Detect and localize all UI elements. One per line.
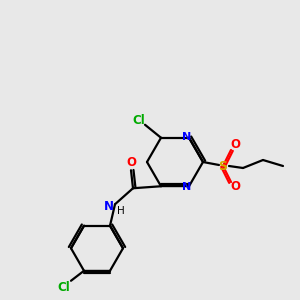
Text: N: N (182, 132, 192, 142)
Text: O: O (230, 139, 240, 152)
Text: N: N (104, 200, 114, 213)
Text: S: S (218, 160, 227, 172)
Text: Cl: Cl (133, 114, 146, 127)
Text: O: O (230, 181, 240, 194)
Text: Cl: Cl (58, 281, 70, 294)
Text: H: H (117, 206, 125, 216)
Text: O: O (126, 156, 136, 169)
Text: N: N (182, 182, 192, 192)
